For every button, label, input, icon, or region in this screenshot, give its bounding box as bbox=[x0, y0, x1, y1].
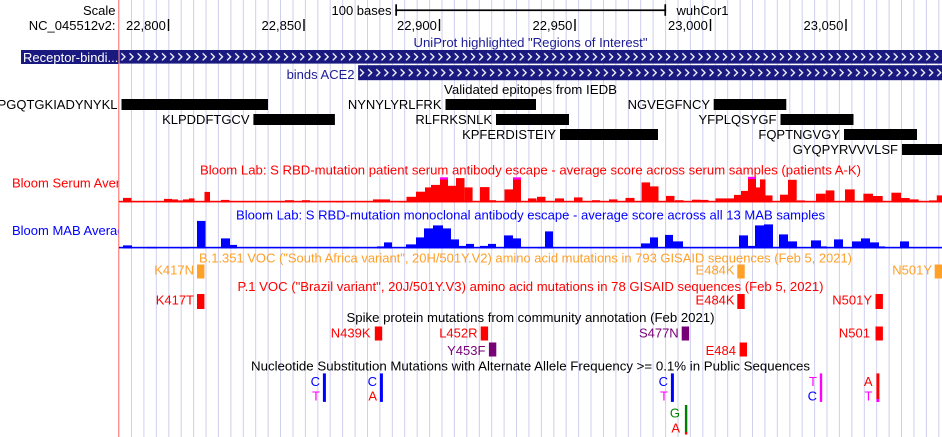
svg-text:UniProt highlighted "Regions o: UniProt highlighted "Regions of Interest… bbox=[414, 35, 648, 50]
svg-text:A: A bbox=[864, 374, 873, 389]
svg-text:NC_045512v2:: NC_045512v2: bbox=[29, 18, 116, 33]
svg-text:Bloom Lab: S RBD-mutation pati: Bloom Lab: S RBD-mutation patient serum … bbox=[200, 162, 861, 177]
svg-text:NGVEGFNCY: NGVEGFNCY bbox=[628, 97, 711, 112]
svg-text:C: C bbox=[808, 389, 817, 404]
svg-text:KLPDDFTGCV: KLPDDFTGCV bbox=[162, 112, 250, 127]
svg-text:A: A bbox=[671, 420, 680, 435]
svg-text:NYNYLYRLFRK: NYNYLYRLFRK bbox=[348, 97, 442, 112]
svg-text:GYQPYRVVVLSF: GYQPYRVVVLSF bbox=[793, 142, 898, 157]
svg-text:Y453F: Y453F bbox=[447, 343, 485, 358]
svg-text:G: G bbox=[670, 406, 680, 421]
svg-text:K417N: K417N bbox=[154, 263, 194, 278]
svg-text:FQPTNGVGY: FQPTNGVGY bbox=[758, 127, 840, 142]
svg-text:APGQTGKIADYNYKL: APGQTGKIADYNYKL bbox=[0, 97, 118, 112]
svg-text:T: T bbox=[809, 374, 817, 389]
svg-text:22,900: 22,900 bbox=[397, 18, 437, 33]
svg-text:N501: N501 bbox=[839, 326, 870, 341]
svg-text:T: T bbox=[660, 389, 668, 404]
svg-text:23,050: 23,050 bbox=[804, 18, 844, 33]
svg-text:T: T bbox=[865, 389, 873, 404]
svg-text:Spike protein mutations from c: Spike protein mutations from community a… bbox=[347, 310, 715, 325]
svg-text:E484K: E484K bbox=[696, 263, 735, 278]
svg-text:Bloom Lab: S RBD-mutation mono: Bloom Lab: S RBD-mutation monoclonal ant… bbox=[236, 208, 825, 223]
svg-text:Validated epitopes from IEDB: Validated epitopes from IEDB bbox=[444, 82, 617, 97]
svg-text:KPFERDISTEIY: KPFERDISTEIY bbox=[462, 127, 556, 142]
svg-text:N439K: N439K bbox=[331, 326, 371, 341]
svg-text:A: A bbox=[368, 389, 377, 404]
svg-text:L452R: L452R bbox=[439, 326, 477, 341]
svg-text:YFPLQSYGF: YFPLQSYGF bbox=[698, 112, 776, 127]
svg-text:Bloom MAB Averag: Bloom MAB Averag bbox=[12, 223, 124, 238]
svg-text:22,850: 22,850 bbox=[262, 18, 302, 33]
svg-text:22,950: 22,950 bbox=[533, 18, 573, 33]
svg-text:N501Y: N501Y bbox=[892, 263, 932, 278]
svg-text:E484K: E484K bbox=[696, 293, 735, 308]
svg-text:Scale: Scale bbox=[83, 3, 116, 18]
svg-text:C: C bbox=[311, 374, 320, 389]
svg-text:100 bases: 100 bases bbox=[332, 3, 392, 18]
svg-text:K417T: K417T bbox=[156, 293, 194, 308]
svg-text:S477N: S477N bbox=[639, 326, 679, 341]
svg-text:RLFRKSNLK: RLFRKSNLK bbox=[415, 112, 492, 127]
svg-text:B.1.351 VOC ("South Africa var: B.1.351 VOC ("South Africa variant", 20H… bbox=[199, 251, 852, 266]
svg-text:C: C bbox=[659, 374, 668, 389]
svg-text:T: T bbox=[312, 389, 320, 404]
svg-text:Receptor-bindi...: Receptor-bindi... bbox=[23, 50, 118, 65]
svg-text:C: C bbox=[368, 374, 377, 389]
svg-text:binds ACE2: binds ACE2 bbox=[287, 67, 355, 82]
svg-text:E484: E484 bbox=[706, 343, 736, 358]
svg-text:22,800: 22,800 bbox=[126, 18, 166, 33]
svg-text:23,000: 23,000 bbox=[668, 18, 708, 33]
svg-text:Nucleotide Substitution Mutati: Nucleotide Substitution Mutations with A… bbox=[251, 359, 810, 374]
svg-text:wuhCor1: wuhCor1 bbox=[676, 3, 729, 18]
svg-text:P.1 VOC ("Brazil variant", 20J: P.1 VOC ("Brazil variant", 20J/501Y.V3) … bbox=[238, 279, 824, 294]
svg-text:Bloom Serum Avera: Bloom Serum Avera bbox=[12, 176, 128, 191]
svg-text:N501Y: N501Y bbox=[832, 293, 872, 308]
